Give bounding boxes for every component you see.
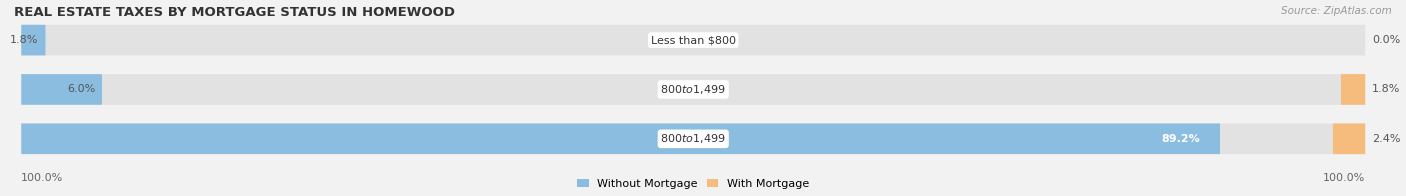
Text: 100.0%: 100.0% xyxy=(1323,173,1365,183)
Text: 89.2%: 89.2% xyxy=(1161,134,1199,144)
FancyBboxPatch shape xyxy=(21,25,45,55)
Text: REAL ESTATE TAXES BY MORTGAGE STATUS IN HOMEWOOD: REAL ESTATE TAXES BY MORTGAGE STATUS IN … xyxy=(14,6,456,19)
Text: Less than $800: Less than $800 xyxy=(651,35,735,45)
Text: Source: ZipAtlas.com: Source: ZipAtlas.com xyxy=(1281,6,1392,16)
FancyBboxPatch shape xyxy=(21,123,1365,154)
Text: 6.0%: 6.0% xyxy=(67,84,96,94)
Legend: Without Mortgage, With Mortgage: Without Mortgage, With Mortgage xyxy=(574,174,814,193)
Text: 0.0%: 0.0% xyxy=(1372,35,1400,45)
Text: 1.8%: 1.8% xyxy=(10,35,39,45)
Text: 1.8%: 1.8% xyxy=(1372,84,1400,94)
FancyBboxPatch shape xyxy=(21,123,1220,154)
Text: $800 to $1,499: $800 to $1,499 xyxy=(661,83,725,96)
Text: 100.0%: 100.0% xyxy=(21,173,63,183)
Text: 2.4%: 2.4% xyxy=(1372,134,1400,144)
FancyBboxPatch shape xyxy=(1341,74,1365,105)
Text: $800 to $1,499: $800 to $1,499 xyxy=(661,132,725,145)
FancyBboxPatch shape xyxy=(1333,123,1365,154)
FancyBboxPatch shape xyxy=(21,74,101,105)
FancyBboxPatch shape xyxy=(21,25,1365,55)
FancyBboxPatch shape xyxy=(21,74,1365,105)
